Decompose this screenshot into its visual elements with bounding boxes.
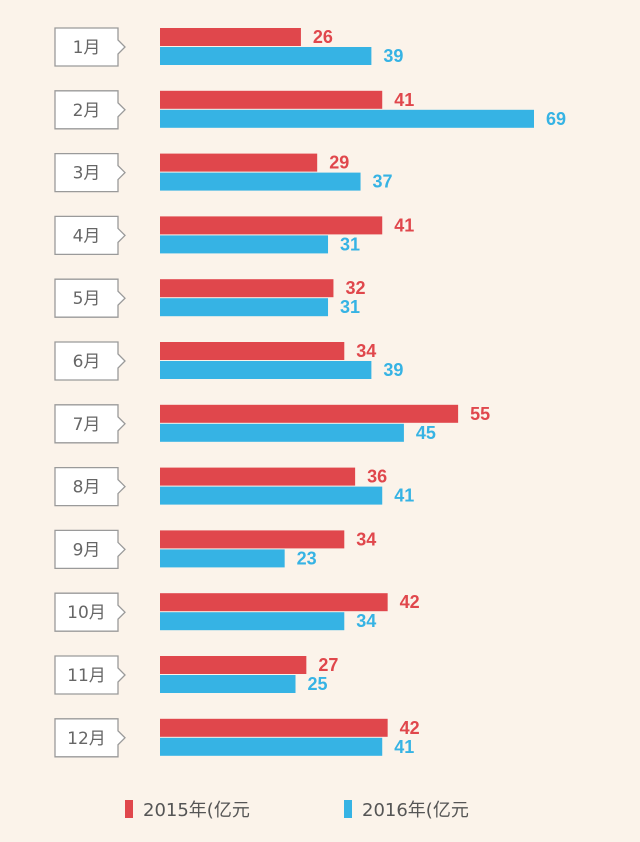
chart-row: 1月 26 39 <box>54 27 403 67</box>
bar-2015 <box>160 153 318 172</box>
value-label-2016: 25 <box>308 674 328 694</box>
month-label-box <box>54 655 126 695</box>
value-label-2016: 39 <box>383 46 403 66</box>
bar-2016 <box>160 486 383 505</box>
value-label-2016: 37 <box>373 172 393 192</box>
value-label-2015: 27 <box>318 655 338 675</box>
value-label-2016: 34 <box>356 611 376 631</box>
month-label: 12月 <box>67 729 106 749</box>
month-label-box <box>54 718 126 758</box>
month-label: 4月 <box>73 226 101 246</box>
month-label: 11月 <box>67 666 106 686</box>
value-label-2016: 45 <box>416 423 436 443</box>
bar-2015 <box>160 90 383 109</box>
month-label: 5月 <box>73 289 101 309</box>
bar-2016 <box>160 298 329 317</box>
value-label-2016: 39 <box>383 360 403 380</box>
value-label-2015: 29 <box>329 153 349 173</box>
bar-2016 <box>160 612 345 631</box>
month-label-box <box>54 592 126 632</box>
bar-2016 <box>160 361 372 379</box>
value-label-2016: 41 <box>394 737 414 757</box>
bar-2015 <box>160 656 307 674</box>
bar-2015 <box>160 342 345 360</box>
chart-row: 7月 55 45 <box>54 404 490 444</box>
bar-2016 <box>160 47 372 65</box>
chart-rows: 1月26392月41693月29374月41315月32316月34397月55… <box>54 27 566 758</box>
value-label-2015: 41 <box>394 215 414 235</box>
chart-row: 2月 41 69 <box>54 90 566 130</box>
legend-swatch-2016 <box>344 800 352 818</box>
month-label-box <box>54 466 126 507</box>
bar-2016 <box>160 235 329 254</box>
bar-2016 <box>160 423 404 442</box>
month-label: 10月 <box>67 603 106 623</box>
chart-row: 3月 29 37 <box>54 152 393 193</box>
value-label-2015: 42 <box>400 718 420 738</box>
month-label-box <box>54 341 126 381</box>
chart-row: 4月 41 31 <box>54 215 414 256</box>
bar-2015 <box>160 404 459 423</box>
bar-2016 <box>160 675 296 693</box>
month-label: 2月 <box>73 101 101 121</box>
value-label-2016: 41 <box>394 486 414 506</box>
month-label-box <box>54 215 126 256</box>
value-label-2015: 36 <box>367 467 387 487</box>
value-label-2015: 32 <box>345 278 365 298</box>
value-label-2015: 26 <box>313 27 333 47</box>
month-label-box <box>54 27 126 67</box>
month-label: 9月 <box>73 540 101 560</box>
bar-2016 <box>160 737 383 756</box>
month-label: 7月 <box>73 415 101 435</box>
month-label-box <box>54 529 126 570</box>
month-label: 1月 <box>73 38 101 58</box>
chart-row: 10月 42 34 <box>54 592 420 632</box>
bar-2015 <box>160 593 388 612</box>
legend: 2015年(亿元 2016年(亿元 <box>125 800 469 821</box>
chart-row: 6月 34 39 <box>54 341 403 381</box>
value-label-2016: 23 <box>297 548 317 568</box>
legend-swatch-2015 <box>125 800 133 818</box>
month-label-box <box>54 404 126 444</box>
legend-label-2015: 2015年(亿元 <box>143 800 250 821</box>
value-label-2016: 31 <box>340 234 360 254</box>
month-label: 3月 <box>73 164 101 184</box>
month-label-box <box>54 278 126 318</box>
bar-2015 <box>160 28 301 46</box>
bar-2015 <box>160 279 334 298</box>
value-label-2015: 41 <box>394 90 414 110</box>
month-label-box <box>54 90 126 130</box>
bar-2016 <box>160 109 534 128</box>
bar-2016 <box>160 172 361 191</box>
month-label: 6月 <box>73 352 101 372</box>
value-label-2015: 34 <box>356 341 376 361</box>
bar-2015 <box>160 216 383 235</box>
value-label-2015: 55 <box>470 404 490 424</box>
value-label-2016: 69 <box>546 109 566 129</box>
month-label-box <box>54 152 126 193</box>
bar-2015 <box>160 718 388 737</box>
chart-row: 9月 34 23 <box>54 529 376 570</box>
month-label: 8月 <box>73 478 101 498</box>
value-label-2016: 31 <box>340 297 360 317</box>
legend-label-2016: 2016年(亿元 <box>362 800 469 821</box>
chart-row: 8月 36 41 <box>54 466 414 507</box>
bar-2016 <box>160 549 285 568</box>
value-label-2015: 34 <box>356 529 376 549</box>
bar-2015 <box>160 467 356 486</box>
bar-2015 <box>160 530 345 549</box>
value-label-2015: 42 <box>400 592 420 612</box>
